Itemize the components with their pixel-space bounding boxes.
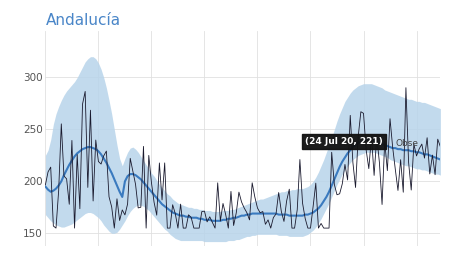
Text: Andalucía: Andalucía <box>45 13 120 28</box>
Text: (24 Jul 20, 221): (24 Jul 20, 221) <box>305 137 383 146</box>
Text: Obse: Obse <box>395 140 418 148</box>
